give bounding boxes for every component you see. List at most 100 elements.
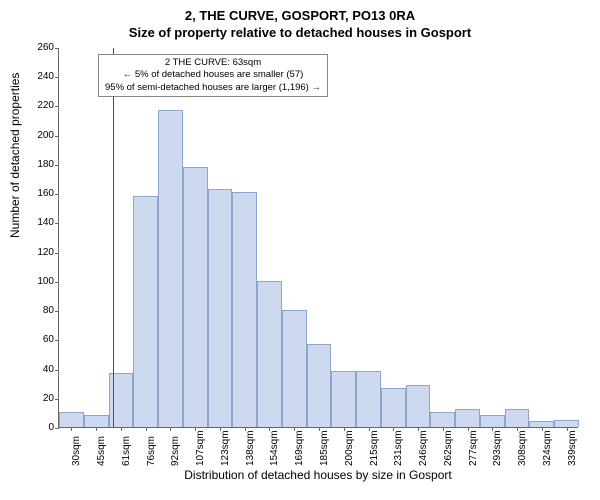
x-tick-label: 61sqm [121, 436, 132, 466]
x-tick-mark [517, 427, 518, 431]
y-tick-mark [55, 48, 59, 49]
plot: 30sqm45sqm61sqm76sqm92sqm107sqm123sqm138… [58, 48, 578, 428]
histogram-bar [59, 412, 84, 427]
histogram-bar [554, 420, 579, 427]
histogram-bar [183, 167, 208, 427]
x-tick-label: 215sqm [369, 436, 380, 466]
x-tick-mark [567, 427, 568, 431]
x-tick-mark [443, 427, 444, 431]
x-tick-label: 308sqm [517, 436, 528, 466]
y-tick-mark [55, 136, 59, 137]
x-tick-mark [170, 427, 171, 431]
x-tick-mark [96, 427, 97, 431]
x-tick-mark [195, 427, 196, 431]
x-tick-label: 123sqm [220, 436, 231, 466]
histogram-bar [257, 281, 282, 427]
x-axis-label: Distribution of detached houses by size … [58, 468, 578, 482]
x-tick-label: 154sqm [269, 436, 280, 466]
y-tick-mark [55, 194, 59, 195]
x-tick-mark [468, 427, 469, 431]
y-tick-label: 180 [24, 159, 54, 170]
x-tick-mark [269, 427, 270, 431]
x-tick-label: 185sqm [319, 436, 330, 466]
x-tick-label: 339sqm [567, 436, 578, 466]
histogram-bar [406, 385, 431, 427]
chart-title-line2: Size of property relative to detached ho… [0, 23, 600, 40]
x-tick-mark [418, 427, 419, 431]
y-tick-mark [55, 223, 59, 224]
x-tick-label: 262sqm [443, 436, 454, 466]
histogram-bar [282, 310, 307, 427]
x-tick-label: 200sqm [344, 436, 355, 466]
x-tick-mark [245, 427, 246, 431]
y-tick-label: 200 [24, 130, 54, 141]
x-tick-label: 246sqm [418, 436, 429, 466]
x-tick-mark [542, 427, 543, 431]
y-tick-label: 20 [24, 393, 54, 404]
x-tick-label: 277sqm [468, 436, 479, 466]
histogram-bar [307, 344, 332, 427]
histogram-bar [381, 388, 406, 427]
histogram-bar [505, 409, 530, 427]
histogram-bar [480, 415, 505, 427]
plot-area: 30sqm45sqm61sqm76sqm92sqm107sqm123sqm138… [58, 48, 578, 428]
histogram-bar [455, 409, 480, 427]
x-tick-mark [71, 427, 72, 431]
chart-title-line1: 2, THE CURVE, GOSPORT, PO13 0RA [0, 0, 600, 23]
y-axis-label: Number of detached properties [8, 73, 22, 238]
y-tick-mark [55, 165, 59, 166]
y-tick-label: 140 [24, 217, 54, 228]
annotation-line2: ← 5% of detached houses are smaller (57) [105, 69, 321, 81]
histogram-bar [208, 189, 233, 427]
annotation-line1: 2 THE CURVE: 63sqm [105, 57, 321, 69]
x-tick-mark [319, 427, 320, 431]
y-tick-mark [55, 370, 59, 371]
y-tick-mark [55, 340, 59, 341]
y-tick-mark [55, 77, 59, 78]
y-tick-mark [55, 428, 59, 429]
x-tick-label: 231sqm [393, 436, 404, 466]
x-tick-label: 138sqm [245, 436, 256, 466]
x-tick-label: 107sqm [195, 436, 206, 466]
x-tick-mark [146, 427, 147, 431]
histogram-bar [158, 110, 183, 427]
x-tick-mark [220, 427, 221, 431]
x-tick-mark [344, 427, 345, 431]
y-tick-label: 120 [24, 247, 54, 258]
y-tick-label: 260 [24, 42, 54, 53]
y-tick-label: 220 [24, 100, 54, 111]
x-tick-label: 45sqm [96, 436, 107, 466]
histogram-bar [356, 371, 381, 427]
y-tick-mark [55, 106, 59, 107]
histogram-bar [430, 412, 455, 427]
histogram-bar [232, 192, 257, 427]
y-tick-label: 60 [24, 334, 54, 345]
x-tick-label: 92sqm [170, 436, 181, 466]
x-tick-label: 169sqm [294, 436, 305, 466]
annotation-box: 2 THE CURVE: 63sqm ← 5% of detached hous… [98, 54, 328, 97]
x-tick-mark [492, 427, 493, 431]
y-tick-label: 160 [24, 188, 54, 199]
x-tick-mark [294, 427, 295, 431]
y-tick-mark [55, 253, 59, 254]
y-tick-mark [55, 399, 59, 400]
y-tick-label: 100 [24, 276, 54, 287]
y-tick-mark [55, 311, 59, 312]
y-tick-label: 240 [24, 71, 54, 82]
x-tick-label: 30sqm [71, 436, 82, 466]
y-tick-label: 80 [24, 305, 54, 316]
chart-container: 2, THE CURVE, GOSPORT, PO13 0RA Size of … [0, 0, 600, 500]
reference-line [113, 48, 114, 427]
y-tick-label: 40 [24, 364, 54, 375]
x-tick-label: 76sqm [146, 436, 157, 466]
x-tick-mark [393, 427, 394, 431]
histogram-bar [133, 196, 158, 427]
x-tick-mark [369, 427, 370, 431]
histogram-bar [84, 415, 109, 427]
histogram-bar [331, 371, 356, 427]
y-tick-mark [55, 282, 59, 283]
y-tick-label: 0 [24, 422, 54, 433]
x-tick-mark [121, 427, 122, 431]
x-tick-label: 324sqm [542, 436, 553, 466]
annotation-line3: 95% of semi-detached houses are larger (… [105, 82, 321, 94]
